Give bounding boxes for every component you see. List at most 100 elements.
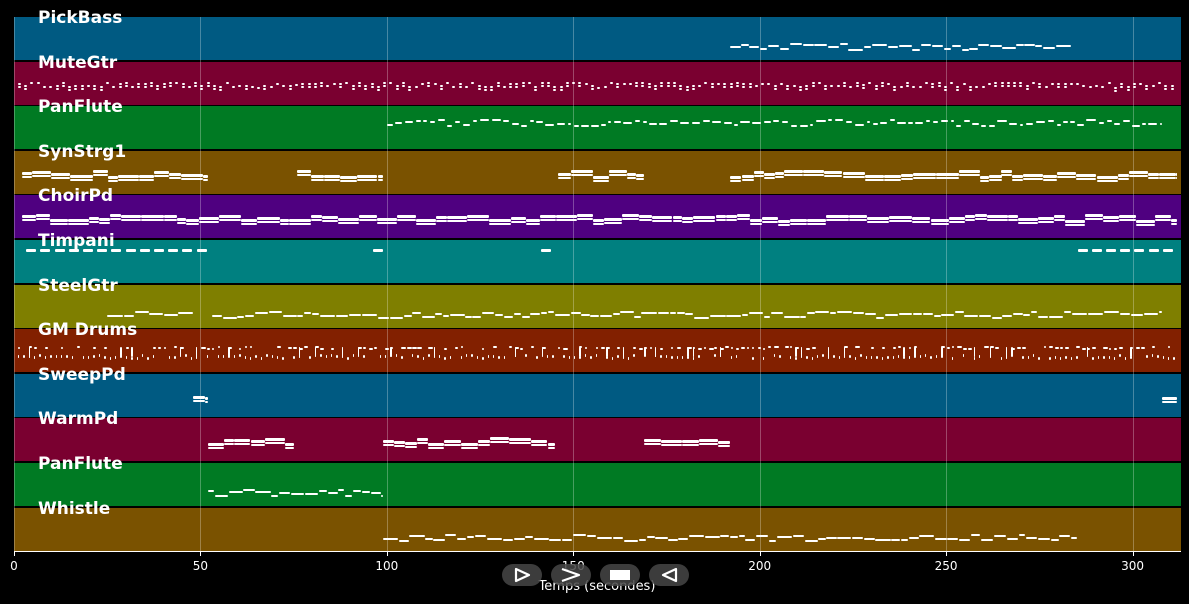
- note: [319, 314, 336, 317]
- note: [964, 215, 975, 219]
- note: [465, 86, 468, 89]
- note: [194, 85, 198, 88]
- note: [320, 348, 325, 351]
- note: [206, 85, 210, 88]
- note: [17, 82, 21, 85]
- note: [584, 354, 587, 358]
- note: [383, 444, 394, 447]
- note: [214, 495, 228, 497]
- note: [714, 354, 716, 358]
- note: [141, 354, 144, 358]
- note: [1035, 121, 1046, 124]
- note: [444, 348, 447, 351]
- note: [591, 84, 594, 87]
- note: [958, 169, 980, 173]
- note: [1055, 45, 1072, 47]
- note: [1139, 83, 1143, 86]
- note: [638, 348, 643, 351]
- note: [514, 347, 516, 358]
- rewind-button[interactable]: [649, 564, 689, 586]
- note: [993, 534, 1006, 537]
- note: [528, 82, 531, 85]
- note: [837, 536, 852, 539]
- note: [1162, 396, 1178, 400]
- track-lane[interactable]: [14, 373, 1181, 417]
- note: [609, 82, 613, 85]
- note: [1051, 538, 1059, 541]
- note: [438, 355, 441, 359]
- note: [384, 355, 387, 359]
- note: [714, 347, 717, 350]
- note: [33, 347, 38, 350]
- track-lane[interactable]: [14, 17, 1181, 60]
- note: [636, 177, 645, 180]
- note: [773, 88, 777, 91]
- note: [593, 219, 605, 223]
- track-lane[interactable]: [14, 195, 1181, 239]
- note: [1076, 356, 1078, 360]
- note: [425, 537, 433, 540]
- note: [279, 219, 290, 223]
- note: [914, 346, 918, 349]
- note: [865, 174, 885, 178]
- track-lane[interactable]: [14, 418, 1181, 462]
- note: [912, 312, 922, 315]
- note: [509, 86, 513, 89]
- note: [1145, 88, 1149, 91]
- note: [320, 82, 324, 85]
- note: [946, 347, 951, 350]
- note: [735, 348, 739, 351]
- note: [973, 357, 975, 361]
- note: [150, 85, 153, 88]
- note: [941, 346, 945, 349]
- track-lane[interactable]: [14, 507, 1181, 551]
- note: [298, 347, 300, 358]
- note: [581, 313, 590, 316]
- note: [1038, 82, 1042, 85]
- note: [814, 44, 827, 46]
- note: [826, 215, 849, 219]
- note: [824, 174, 843, 177]
- note: [874, 87, 878, 90]
- note: [28, 346, 32, 349]
- note: [323, 174, 340, 178]
- note: [565, 84, 569, 87]
- note: [861, 86, 865, 89]
- note: [311, 174, 324, 178]
- track-lane[interactable]: [14, 284, 1181, 328]
- track-lane[interactable]: [14, 61, 1181, 105]
- note: [908, 536, 919, 539]
- track-lane[interactable]: [14, 150, 1181, 194]
- note: [427, 443, 444, 447]
- note: [445, 533, 456, 536]
- fast-forward-button[interactable]: [551, 564, 591, 586]
- note: [1013, 81, 1017, 84]
- note: [244, 85, 248, 88]
- play-button[interactable]: [502, 564, 542, 586]
- track-lane[interactable]: [14, 329, 1181, 373]
- note: [514, 347, 520, 350]
- note: [855, 84, 859, 87]
- note: [822, 354, 824, 358]
- track-lane[interactable]: [14, 106, 1181, 150]
- note: [255, 355, 257, 359]
- track-lane[interactable]: [14, 463, 1181, 506]
- note: [540, 249, 551, 252]
- note: [136, 357, 138, 361]
- note: [1000, 81, 1004, 84]
- note: [297, 314, 304, 317]
- note: [488, 219, 511, 223]
- note: [854, 346, 860, 349]
- note: [55, 87, 59, 90]
- note: [255, 491, 271, 493]
- stop-button[interactable]: [600, 564, 640, 586]
- note: [206, 355, 209, 359]
- note: [736, 214, 750, 218]
- track-lane[interactable]: [14, 240, 1181, 283]
- note: [761, 217, 778, 221]
- note: [99, 218, 111, 222]
- note: [510, 217, 526, 221]
- note: [125, 356, 128, 360]
- note: [395, 122, 403, 125]
- note: [143, 85, 147, 88]
